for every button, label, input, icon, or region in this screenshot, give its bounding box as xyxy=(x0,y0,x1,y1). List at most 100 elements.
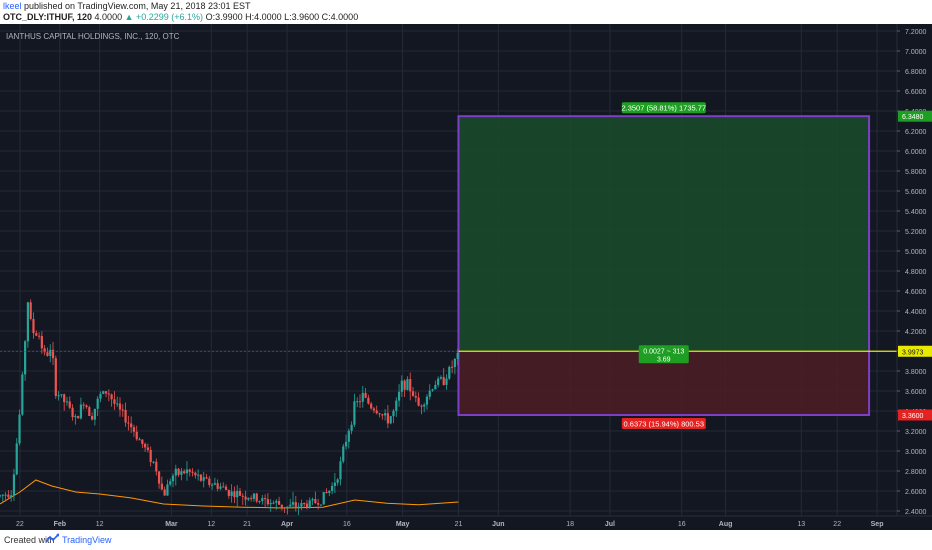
candle-body xyxy=(77,416,80,419)
candle-body xyxy=(414,396,417,398)
candle-body xyxy=(303,503,306,505)
candle-body xyxy=(130,423,133,428)
candle-body xyxy=(155,461,158,472)
candle-body xyxy=(409,379,412,392)
stop-price-tag: 3.3600 xyxy=(902,413,924,420)
candle-body xyxy=(417,397,420,406)
candle-body xyxy=(171,475,175,482)
candle-body xyxy=(21,374,24,415)
candle-body xyxy=(74,416,77,418)
y-tick-label: 3.8000 xyxy=(905,369,927,376)
tradingview-link[interactable]: TradingView xyxy=(62,535,112,545)
author-link[interactable]: lkeel xyxy=(3,1,22,11)
candle-body xyxy=(93,408,96,420)
candle-body xyxy=(12,474,16,496)
candle-body xyxy=(305,503,309,508)
candle-body xyxy=(347,430,350,442)
candle-body xyxy=(46,352,49,356)
loss-label: 0.6373 (15.94%) 800.53 xyxy=(624,420,704,429)
symbol-label[interactable]: OTC_DLY:ITHUF, 120 xyxy=(3,12,93,22)
y-tick-label: 7.2000 xyxy=(905,29,927,36)
y-tick-label: 5.2000 xyxy=(905,229,927,236)
candle-body xyxy=(177,468,180,475)
candle-body xyxy=(132,427,136,432)
candle-body xyxy=(230,491,233,496)
candle-body xyxy=(29,302,32,319)
candle-body xyxy=(210,484,214,486)
candle-body xyxy=(208,478,211,485)
time-axis[interactable]: 22 Feb 12 Mar 12 21 Apr 16 May 21 Jun 18 Jul 16 Aug 13 2… xyxy=(16,521,883,528)
ohlc-values: O:3.9900 H:4.0000 L:3.9600 C:4.0000 xyxy=(205,12,359,22)
y-tick-label: 4.6000 xyxy=(905,289,927,296)
candle-body xyxy=(49,349,52,356)
candle-body xyxy=(333,482,336,486)
publish-info: published on TradingView.com, May 21, 20… xyxy=(21,1,251,11)
volume-ma-line xyxy=(0,479,459,509)
publish-line: lkeel published on TradingView.com, May … xyxy=(3,1,251,11)
chart-title: IANTHUS CAPITAL HOLDINGS, INC., 120, OTC xyxy=(6,32,180,41)
position-labels: 2.3507 (58.81%) 1735.77 0.6373 (15.94%) 8… xyxy=(621,102,706,429)
candle-body xyxy=(194,472,197,476)
tradingview-logo-icon[interactable] xyxy=(45,533,59,545)
candle-body xyxy=(406,379,409,390)
target-price-tag: 6.3480 xyxy=(902,114,924,121)
candle-body xyxy=(10,495,13,498)
candle-body xyxy=(428,390,431,397)
candle-body xyxy=(431,389,434,391)
profit-label: 2.3507 (58.81%) 1735.77 xyxy=(621,104,706,113)
created-with-label: Created with xyxy=(4,535,55,545)
ratio-label: 0.0027 ~ 313 xyxy=(643,348,684,355)
price-axis[interactable]: 7.20007.00006.80006.60006.40006.20006.00… xyxy=(897,29,932,516)
candle-body xyxy=(7,494,10,498)
candle-body xyxy=(420,405,423,407)
candle-body xyxy=(258,501,261,503)
candle-body xyxy=(104,391,108,394)
symbol-line: OTC_DLY:ITHUF, 120 4.0000 ▲ +0.2299 (+6.… xyxy=(3,12,358,22)
candle-body xyxy=(272,502,275,504)
candle-body xyxy=(319,504,323,506)
candle-body xyxy=(144,443,147,448)
volume-ma-group xyxy=(0,479,459,509)
candle-body xyxy=(35,333,38,336)
y-tick-label: 4.2000 xyxy=(905,329,927,336)
profit-zone[interactable] xyxy=(458,116,870,352)
candle-body xyxy=(0,495,2,497)
candle-body xyxy=(54,358,57,396)
candle-body xyxy=(65,401,69,403)
candle-body xyxy=(43,348,46,353)
x-tick-label: Feb xyxy=(54,521,66,528)
candle-body xyxy=(219,486,222,489)
y-tick-label: 5.6000 xyxy=(905,189,927,196)
y-tick-label: 6.2000 xyxy=(905,129,927,136)
x-tick-label: 16 xyxy=(343,521,351,528)
candle-body xyxy=(163,489,166,496)
target-price-tag-bg xyxy=(898,110,932,122)
chart-area[interactable]: 7.20007.00006.80006.60006.40006.20006.00… xyxy=(0,24,932,530)
x-tick-label: Apr xyxy=(281,521,293,528)
candle-body xyxy=(4,494,7,496)
candle-body xyxy=(57,395,60,397)
ratio-label-bg xyxy=(638,345,689,364)
candle-body xyxy=(397,391,401,401)
candle-body xyxy=(456,352,459,359)
candle-body xyxy=(434,384,437,390)
x-tick-label: Sep xyxy=(871,521,884,528)
candle-body xyxy=(294,502,297,507)
candle-body xyxy=(361,392,364,402)
candle-body xyxy=(291,502,295,505)
candle-body xyxy=(63,394,66,403)
y-tick-label: 5.0000 xyxy=(905,249,927,256)
position-zones[interactable] xyxy=(457,115,871,416)
x-tick-label: 22 xyxy=(16,521,24,528)
price-chart[interactable]: 7.20007.00006.80006.60006.40006.20006.00… xyxy=(0,24,932,530)
candle-body xyxy=(317,503,320,505)
candle-body xyxy=(356,401,359,403)
candle-body xyxy=(439,377,443,379)
candle-body xyxy=(26,302,30,342)
candle-body xyxy=(342,446,345,462)
candle-body xyxy=(191,471,194,473)
candle-body xyxy=(37,335,41,337)
candle-body xyxy=(118,403,122,410)
x-tick-label: 12 xyxy=(96,521,104,528)
candle-body xyxy=(280,504,283,508)
